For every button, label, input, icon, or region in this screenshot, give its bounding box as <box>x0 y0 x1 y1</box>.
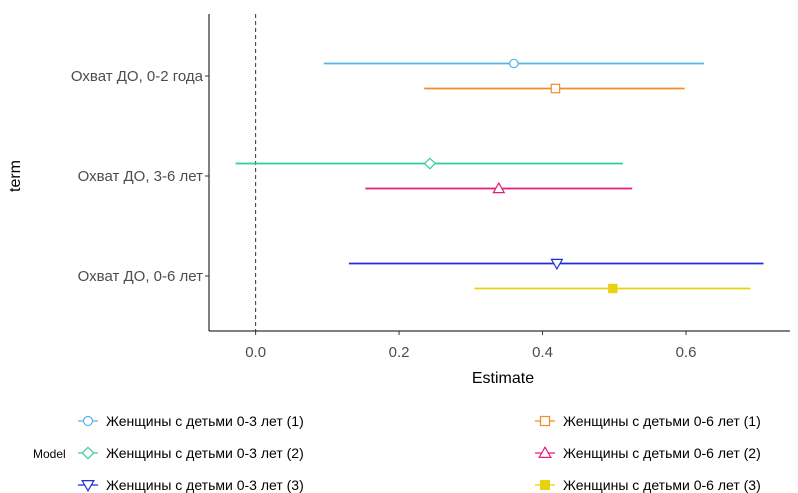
point-estimate <box>492 181 506 194</box>
x-tick-label: 0.0 <box>245 344 266 361</box>
legend-label: Женщины с детьми 0-6 лет (2) <box>563 445 761 461</box>
legend-label: Женщины с детьми 0-6 лет (1) <box>563 413 761 429</box>
point-estimate <box>608 283 618 294</box>
legend-label: Женщины с детьми 0-3 лет (3) <box>106 477 304 493</box>
series-4 <box>348 258 764 271</box>
y-axis-title: term <box>7 160 24 192</box>
series-2 <box>235 157 623 170</box>
series-3 <box>365 181 633 194</box>
series-0 <box>323 58 704 69</box>
legend-item: Женщины с детьми 0-3 лет (2) <box>78 445 304 461</box>
legend-item: Женщины с детьми 0-6 лет (1) <box>535 413 761 429</box>
legend-key-marker <box>539 415 551 427</box>
legend-label: Женщины с детьми 0-3 лет (2) <box>106 445 304 461</box>
point-estimate <box>550 258 564 271</box>
x-axis-title: Estimate <box>472 370 534 387</box>
legend-item: Женщины с детьми 0-3 лет (1) <box>78 413 304 429</box>
legend-key-marker <box>81 446 95 460</box>
x-axis-ticks: 0.0 0.2 0.4 0.6 <box>245 331 696 361</box>
legend-item: Женщины с детьми 0-6 лет (2) <box>535 445 761 461</box>
series-5 <box>474 283 751 294</box>
legend-title: Model <box>33 447 66 461</box>
series-layer <box>235 58 764 294</box>
y-tick-label: Охват ДО, 3-6 лет <box>78 168 203 185</box>
x-tick-label: 0.6 <box>676 344 697 361</box>
legend-item: Женщины с детьми 0-3 лет (3) <box>78 477 304 493</box>
legend-item: Женщины с детьми 0-6 лет (3) <box>535 477 761 493</box>
legend-key-marker <box>81 480 95 493</box>
x-tick-label: 0.2 <box>389 344 410 361</box>
legend-key-marker <box>538 445 552 458</box>
x-tick-label: 0.4 <box>532 344 553 361</box>
legend-label: Женщины с детьми 0-3 лет (1) <box>106 413 304 429</box>
point-estimate <box>423 157 437 170</box>
point-estimate <box>509 58 519 69</box>
legend-key-marker <box>540 480 550 490</box>
plot-panel: Охват ДО, 0-2 года Охват ДО, 3-6 лет Охват… <box>71 14 790 361</box>
series-1 <box>424 83 685 94</box>
y-axis-ticks: Охват ДО, 0-2 года Охват ДО, 3-6 лет Охват… <box>71 68 209 285</box>
legend-key-marker <box>82 415 94 427</box>
point-estimate <box>550 83 561 94</box>
legend-label: Женщины с детьми 0-6 лет (3) <box>563 477 761 493</box>
y-tick-label: Охват ДО, 0-2 года <box>71 68 204 85</box>
y-tick-label: Охват ДО, 0-6 лет <box>78 268 203 285</box>
legend: Model Женщины с детьми 0-3 лет (1) Женщин… <box>33 413 761 493</box>
